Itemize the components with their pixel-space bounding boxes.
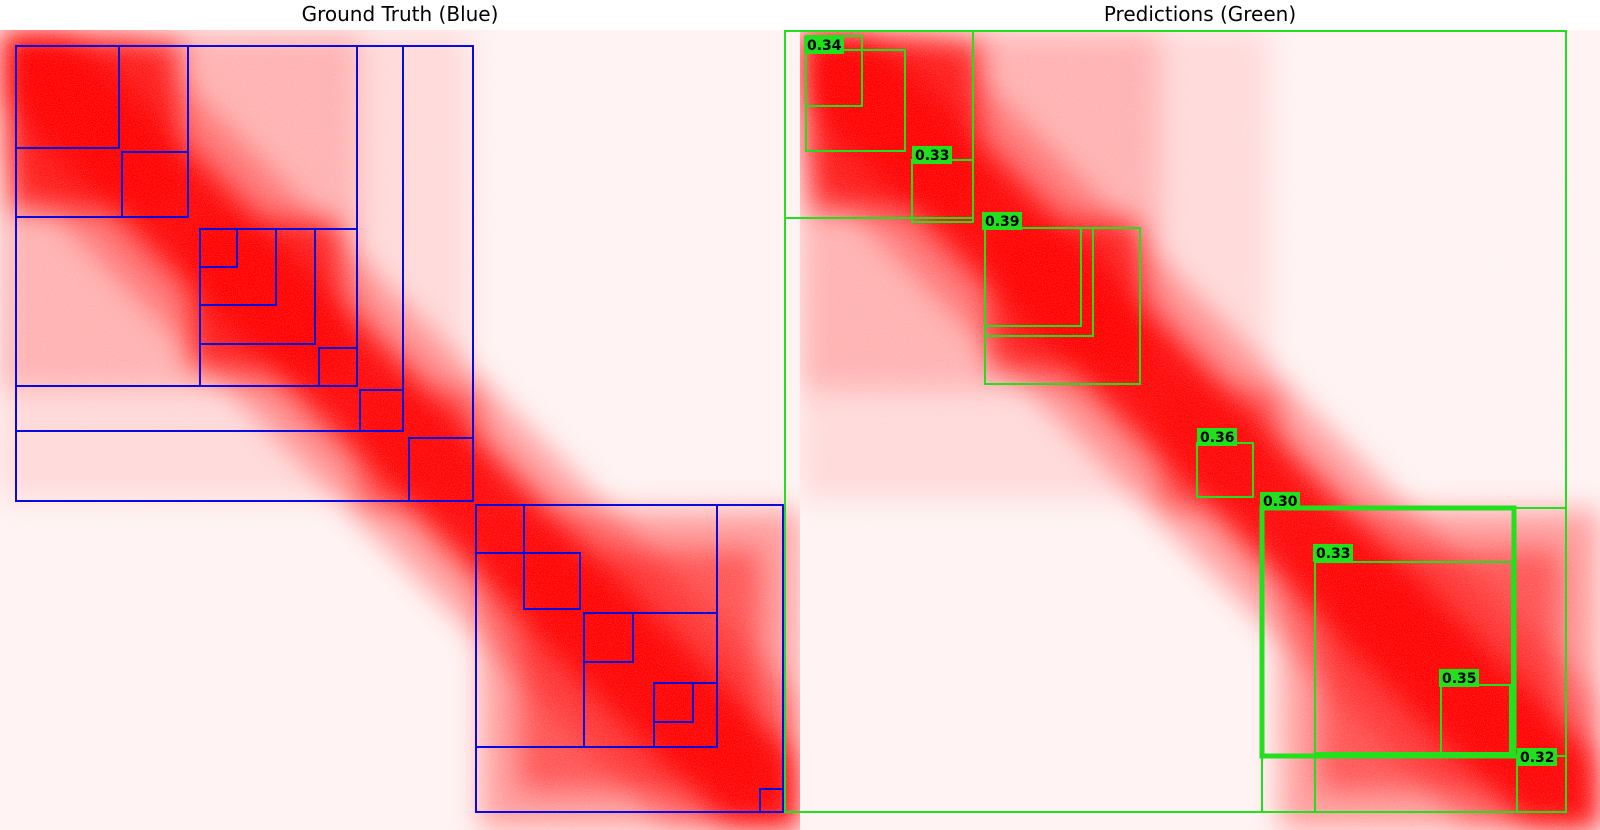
score-label-bg bbox=[1260, 492, 1300, 510]
ground-truth-box bbox=[121, 151, 189, 218]
score-label-bg bbox=[1197, 428, 1237, 446]
ground-truth-box bbox=[318, 347, 358, 387]
ground-truth-box bbox=[583, 612, 634, 663]
score-label: 0.36 bbox=[1197, 428, 1237, 446]
score-label: 0.30 bbox=[1260, 492, 1300, 510]
score-label-bg bbox=[982, 212, 1022, 230]
score-label: 0.34 bbox=[804, 36, 844, 54]
score-value: 0.30 bbox=[1263, 494, 1298, 510]
prediction-boxes bbox=[784, 30, 1567, 813]
score-label-bg bbox=[1313, 544, 1353, 562]
score-value: 0.36 bbox=[1200, 430, 1235, 446]
prediction-box bbox=[784, 30, 1567, 813]
score-label: 0.35 bbox=[1439, 669, 1479, 687]
score-value: 0.35 bbox=[1442, 671, 1477, 687]
ground-truth-box bbox=[199, 228, 238, 268]
ground-truth-boxes bbox=[15, 45, 784, 813]
score-value: 0.39 bbox=[985, 214, 1020, 230]
prediction-box bbox=[1314, 561, 1513, 754]
score-label: 0.33 bbox=[1313, 544, 1353, 562]
ground-truth-title: Ground Truth (Blue) bbox=[301, 2, 499, 26]
score-value: 0.34 bbox=[807, 38, 842, 54]
score-label: 0.39 bbox=[982, 212, 1022, 230]
ground-truth-box bbox=[408, 437, 474, 502]
prediction-box bbox=[984, 227, 1141, 385]
prediction-score-labels: 0.34 0.33 0.39 0.36 0.30 0.33 0.35 0.32 bbox=[804, 36, 1557, 766]
prediction-box bbox=[784, 30, 974, 219]
prediction-box bbox=[805, 49, 906, 152]
score-value: 0.33 bbox=[1316, 546, 1351, 562]
score-label: 0.32 bbox=[1517, 748, 1557, 766]
ground-truth-box bbox=[359, 389, 404, 432]
ground-truth-box bbox=[475, 504, 525, 554]
score-value: 0.32 bbox=[1520, 750, 1555, 766]
ground-truth-box bbox=[15, 45, 120, 149]
ground-truth-box bbox=[653, 682, 694, 723]
ground-truth-box bbox=[523, 552, 581, 610]
score-label: 0.33 bbox=[912, 146, 952, 164]
ground-truth-box bbox=[583, 612, 718, 748]
ground-truth-box bbox=[759, 788, 784, 813]
score-label-bg bbox=[912, 146, 952, 164]
score-label-bg bbox=[1517, 748, 1557, 766]
score-label-bg bbox=[1439, 669, 1479, 687]
score-value: 0.33 bbox=[915, 148, 950, 164]
predictions-title: Predictions (Green) bbox=[1103, 2, 1297, 26]
score-label-bg bbox=[804, 36, 844, 54]
